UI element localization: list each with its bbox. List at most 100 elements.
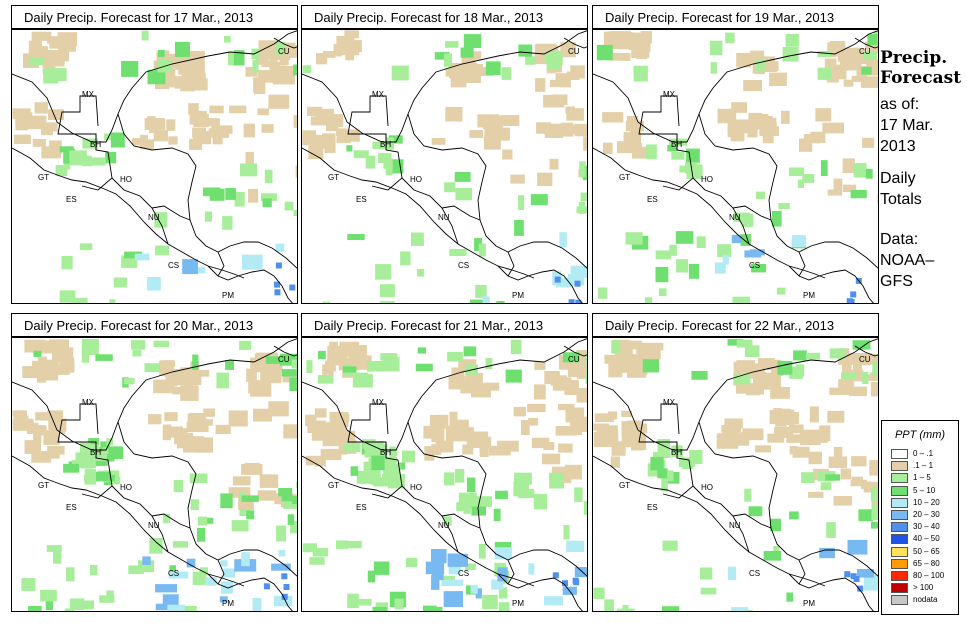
precip-cell bbox=[667, 144, 678, 152]
precip-cell bbox=[598, 287, 608, 299]
precip-cell bbox=[627, 116, 638, 131]
country-border bbox=[12, 455, 245, 587]
legend-swatch bbox=[891, 595, 908, 606]
precip-cell bbox=[124, 251, 143, 259]
precip-cell bbox=[72, 297, 88, 303]
legend-swatch bbox=[891, 571, 908, 581]
precip-cell bbox=[252, 60, 259, 73]
precip-cell bbox=[858, 509, 874, 522]
precip-cell bbox=[472, 436, 492, 448]
precip-cell bbox=[474, 238, 483, 252]
precip-cell bbox=[637, 347, 650, 358]
precip-cell bbox=[110, 132, 125, 148]
precip-cell bbox=[650, 456, 664, 471]
precip-cell bbox=[463, 346, 477, 357]
precip-cell bbox=[817, 67, 832, 80]
precip-cell bbox=[31, 363, 42, 379]
precip-cell bbox=[40, 589, 57, 602]
forecast-title: Precip. Forecast bbox=[880, 48, 965, 88]
legend-item: 20 – 30 bbox=[891, 510, 957, 521]
country-border bbox=[441, 205, 481, 221]
precip-cell bbox=[841, 372, 857, 380]
precip-cell bbox=[460, 383, 478, 394]
country-label-nu: NU bbox=[438, 521, 450, 530]
precip-cell bbox=[602, 112, 624, 123]
precip-cell bbox=[43, 450, 60, 459]
precip-cell bbox=[153, 130, 168, 142]
precip-cell bbox=[727, 566, 737, 581]
country-label-es: ES bbox=[66, 195, 77, 204]
precip-cell bbox=[611, 441, 626, 456]
country-border bbox=[12, 338, 297, 451]
country-label-mx: MX bbox=[372, 90, 385, 99]
precip-cell bbox=[853, 361, 862, 371]
precip-cell bbox=[478, 543, 486, 559]
country-border bbox=[207, 573, 293, 611]
precip-cell bbox=[347, 234, 365, 240]
precip-cell bbox=[378, 153, 392, 163]
precip-cell bbox=[593, 431, 613, 447]
precip-cell bbox=[192, 127, 206, 138]
precip-cell bbox=[667, 470, 674, 482]
precip-cell bbox=[820, 482, 832, 491]
precip-cell bbox=[63, 148, 75, 164]
precip-cell bbox=[789, 446, 798, 455]
precip-cell bbox=[389, 446, 396, 462]
precip-cell bbox=[460, 428, 469, 438]
precip-cell bbox=[730, 129, 745, 142]
legend-swatch bbox=[891, 473, 908, 484]
precip-cell bbox=[175, 41, 190, 57]
country-label-cu: CU bbox=[568, 355, 580, 364]
precip-cell bbox=[424, 446, 435, 461]
precip-cell bbox=[209, 105, 224, 114]
precip-cell bbox=[163, 513, 170, 524]
country-label-nu: NU bbox=[729, 213, 741, 222]
precip-cell bbox=[441, 579, 464, 586]
country-border bbox=[302, 30, 587, 143]
precip-cell bbox=[614, 348, 633, 360]
precip-cell bbox=[165, 76, 175, 88]
precip-cell bbox=[544, 123, 564, 138]
legend-swatch bbox=[891, 558, 908, 569]
precip-cell bbox=[280, 65, 295, 77]
precip-cell bbox=[511, 345, 518, 354]
precip-cell bbox=[691, 370, 708, 380]
country-border bbox=[151, 205, 191, 221]
precip-cell bbox=[817, 50, 832, 57]
precip-cell bbox=[495, 490, 508, 499]
country-border bbox=[207, 265, 293, 303]
legend-item: 30 – 40 bbox=[891, 522, 957, 533]
precip-cell bbox=[93, 471, 111, 482]
precip-cell bbox=[309, 557, 325, 565]
country-label-ho: HO bbox=[120, 175, 132, 184]
legend-title: PPT (mm) bbox=[894, 429, 946, 441]
precip-cell bbox=[154, 212, 168, 228]
precip-cell bbox=[514, 220, 524, 236]
precip-cell bbox=[822, 122, 844, 134]
precip-cell bbox=[372, 141, 386, 150]
precip-cell bbox=[349, 347, 366, 358]
precip-cell bbox=[275, 243, 285, 252]
country-label-bh: BH bbox=[90, 448, 101, 457]
precip-cell bbox=[851, 476, 863, 486]
precip-cell bbox=[513, 481, 529, 497]
precip-cell bbox=[372, 606, 387, 611]
precip-cell bbox=[189, 473, 208, 483]
precip-cell bbox=[766, 122, 777, 134]
country-label-gt: GT bbox=[38, 173, 49, 182]
precip-cell bbox=[49, 68, 67, 82]
precip-cell bbox=[850, 291, 857, 298]
legend-item: 0 – .1 bbox=[891, 449, 957, 460]
precip-cell bbox=[142, 556, 151, 565]
precip-cell bbox=[583, 501, 587, 515]
precip-cell bbox=[820, 160, 828, 176]
precip-cell bbox=[869, 460, 878, 476]
precip-cell bbox=[576, 128, 587, 137]
precip-cell bbox=[827, 410, 845, 423]
precip-legend: PPT (mm) 0 – .1 .1 – 1 1 – 5 5 – 10 10 – 20 2… bbox=[881, 420, 959, 615]
precip-cell bbox=[211, 125, 233, 134]
precip-cell bbox=[572, 577, 579, 584]
precip-cell bbox=[744, 488, 752, 502]
precip-cell bbox=[239, 340, 252, 350]
precip-map: MX BH GT HO ES NU CS PM CU bbox=[592, 29, 879, 304]
